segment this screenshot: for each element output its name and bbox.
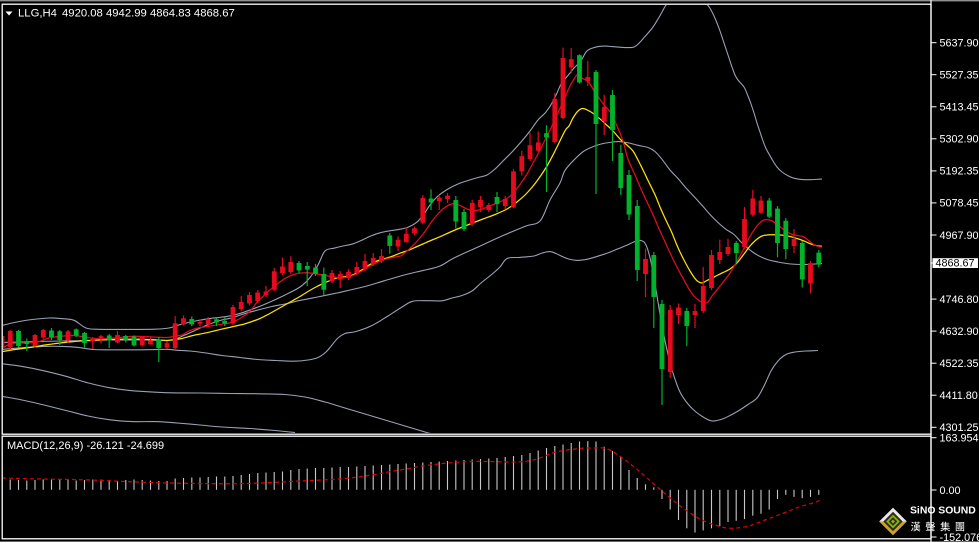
svg-text:5413.45: 5413.45 [940, 102, 979, 114]
svg-text:0.00: 0.00 [940, 485, 961, 497]
svg-text:MACD(12,26,9) -26.121 -24.699: MACD(12,26,9) -26.121 -24.699 [7, 440, 164, 452]
svg-text:4746.80: 4746.80 [940, 294, 979, 306]
svg-text:5192.35: 5192.35 [940, 166, 979, 178]
svg-text:-152.076: -152.076 [940, 532, 979, 543]
svg-text:5637.90: 5637.90 [940, 38, 979, 50]
svg-text:4301.25: 4301.25 [940, 422, 979, 434]
svg-text:4868.67: 4868.67 [936, 257, 975, 269]
svg-text:4920.08 4942.99 4864.83 4868.6: 4920.08 4942.99 4864.83 4868.67 [62, 8, 235, 20]
svg-text:4522.35: 4522.35 [940, 358, 979, 370]
svg-text:5078.45: 5078.45 [940, 198, 979, 210]
svg-text:4967.90: 4967.90 [940, 230, 979, 242]
svg-text:163.954: 163.954 [940, 433, 979, 445]
svg-text:4411.80: 4411.80 [940, 390, 978, 402]
svg-text:4632.90: 4632.90 [940, 326, 979, 338]
svg-text:5527.35: 5527.35 [940, 70, 979, 82]
svg-text:漢聲集團: 漢聲集團 [911, 521, 970, 534]
svg-text:SiNO SOUND: SiNO SOUND [910, 506, 976, 517]
svg-text:5302.90: 5302.90 [940, 134, 979, 146]
svg-text:LLG,H4: LLG,H4 [18, 8, 57, 20]
